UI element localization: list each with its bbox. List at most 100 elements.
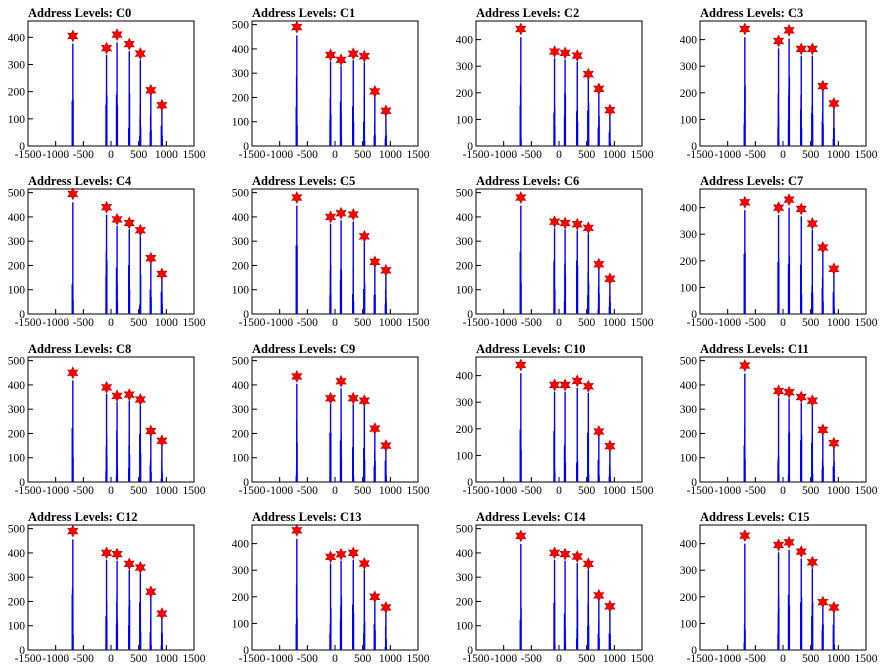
peak-marker <box>739 358 751 373</box>
peak-marker <box>123 216 135 230</box>
y-tick-label: 300 <box>8 236 26 248</box>
plot-frame <box>27 356 195 483</box>
x-tick-label: 0 <box>780 317 786 329</box>
peak-marker <box>369 84 381 98</box>
y-tick-label: 400 <box>232 212 250 224</box>
peak-marker <box>795 202 807 216</box>
x-tick-label: 1000 <box>379 653 402 665</box>
peak-marker <box>817 79 829 93</box>
peak-marker <box>806 217 818 231</box>
peak-marker <box>515 529 527 543</box>
peak-marker <box>593 588 605 602</box>
panel-title: Address Levels: C10 <box>476 342 586 356</box>
x-tick-label: 500 <box>802 317 820 329</box>
peak-marker <box>369 255 381 269</box>
peak-marker <box>739 529 751 543</box>
x-tick-label: -1000 <box>266 653 293 665</box>
x-tick-label: 1000 <box>603 317 626 329</box>
x-tick-label: 1000 <box>155 653 178 665</box>
x-tick-label: 0 <box>780 485 786 497</box>
y-tick-label: 0 <box>691 477 697 489</box>
y-tick-label: 200 <box>456 260 474 272</box>
peak-marker <box>347 546 359 560</box>
y-tick-label: 100 <box>8 621 26 633</box>
y-tick-label: 500 <box>680 356 698 368</box>
peak-marker <box>380 439 392 453</box>
peak-marker <box>67 366 79 380</box>
panel-title: Address Levels: C5 <box>252 174 355 188</box>
x-tick-label: -500 <box>73 485 94 497</box>
peak-marker <box>806 555 818 569</box>
y-tick-label: 200 <box>8 87 26 99</box>
y-tick-label: 0 <box>19 645 25 657</box>
panel-title: Address Levels: C9 <box>252 342 355 356</box>
x-tick-label: -1000 <box>490 149 517 161</box>
peak-marker <box>783 193 795 207</box>
x-tick-label: -500 <box>73 317 94 329</box>
peak-marker <box>817 423 829 437</box>
peak-marker <box>548 215 561 229</box>
peak-marker <box>156 267 168 281</box>
y-tick-label: 500 <box>8 524 26 536</box>
y-tick-label: 100 <box>680 114 698 126</box>
peak-marker <box>134 47 146 61</box>
peak-marker <box>604 599 616 613</box>
peak-marker <box>559 216 571 230</box>
y-tick-label: 0 <box>467 141 473 153</box>
x-tick-label: 500 <box>130 653 148 665</box>
peak-marker <box>324 550 337 564</box>
x-tick-label: 1000 <box>155 317 178 329</box>
x-tick-label: 1500 <box>631 149 654 161</box>
peak-marker <box>783 535 795 549</box>
y-tick-label: 200 <box>8 428 26 440</box>
peak-marker <box>100 41 113 55</box>
x-tick-label: -1000 <box>714 149 741 161</box>
x-tick-label: 0 <box>556 149 562 161</box>
y-tick-label: 200 <box>232 428 250 440</box>
x-tick-label: 1500 <box>855 485 878 497</box>
x-tick-label: -1000 <box>714 485 741 497</box>
x-tick-label: -1500 <box>15 149 42 161</box>
x-tick-label: 500 <box>130 149 148 161</box>
peak-marker <box>347 47 359 61</box>
peak-marker <box>369 590 381 604</box>
x-tick-label: 0 <box>108 317 114 329</box>
y-tick-label: 0 <box>19 141 25 153</box>
peak-marker <box>783 385 795 399</box>
plot-frame <box>475 356 643 483</box>
peak-marker <box>291 20 303 34</box>
y-tick-label: 500 <box>232 356 250 368</box>
peak-marker <box>593 257 605 271</box>
plot-frame <box>699 524 867 651</box>
peak-marker <box>156 98 168 112</box>
y-tick-label: 100 <box>232 117 250 129</box>
x-tick-label: 0 <box>780 653 786 665</box>
x-tick-label: -1000 <box>490 485 517 497</box>
x-tick-label: -1000 <box>490 317 517 329</box>
x-tick-label: -500 <box>521 653 542 665</box>
peak-marker <box>67 187 79 201</box>
histogram-panel: Address Levels: C91002003004005000-1500-… <box>232 342 430 497</box>
peak-marker <box>828 436 840 450</box>
x-tick-label: -500 <box>521 485 542 497</box>
x-tick-label: -1500 <box>239 149 266 161</box>
peak-marker <box>582 379 594 393</box>
y-tick-label: 500 <box>8 356 26 368</box>
plot-frame <box>251 356 419 483</box>
x-tick-label: -500 <box>745 317 766 329</box>
x-tick-label: 1500 <box>855 317 878 329</box>
x-tick-label: 0 <box>108 485 114 497</box>
y-tick-label: 100 <box>232 453 250 465</box>
peak-marker <box>571 374 583 388</box>
x-tick-label: 0 <box>556 317 562 329</box>
x-tick-label: 500 <box>354 317 372 329</box>
peak-marker <box>571 49 583 63</box>
peak-marker <box>134 392 146 406</box>
peak-marker <box>324 48 337 62</box>
histogram-panel: Address Levels: C81002003004005000-1500-… <box>8 342 206 497</box>
peak-marker <box>369 422 381 436</box>
y-tick-label: 300 <box>680 229 698 241</box>
y-tick-label: 400 <box>456 548 474 560</box>
